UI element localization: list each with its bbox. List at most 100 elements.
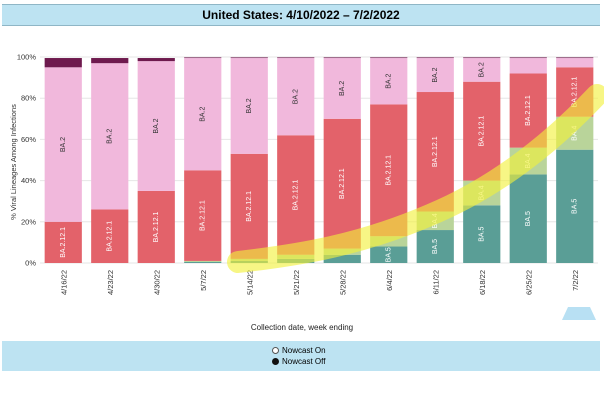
bar-data-label: BA.2.12.1 — [339, 168, 346, 199]
bar-segment — [184, 58, 222, 171]
bar-data-label: BA.2.12.1 — [432, 136, 439, 167]
bar-segment — [323, 58, 361, 119]
bar-segment — [416, 57, 454, 59]
bar-segment — [416, 92, 454, 212]
bar-segment — [137, 190, 175, 263]
bar-data-label: BA.5 — [525, 211, 532, 226]
bar-segment — [184, 261, 222, 263]
nowcast-on-radio[interactable] — [272, 347, 279, 354]
bar-segment — [370, 104, 408, 237]
bar-segment — [44, 67, 82, 222]
x-tick-label: 5/28/22 — [338, 270, 347, 295]
y-tick-label: 20% — [21, 217, 36, 226]
bar-segment — [370, 246, 408, 263]
x-tick-label: 6/11/22 — [431, 270, 440, 294]
x-tick-label: 6/4/22 — [385, 270, 394, 291]
bar-data-label: BA.2 — [153, 118, 160, 133]
bar-segment — [91, 58, 129, 64]
y-axis-label: % Viral Lineages Among Infections — [9, 104, 18, 220]
bar-data-label: BA.2 — [246, 98, 253, 113]
bar-data-label: BA.2.12.1 — [386, 155, 393, 186]
bar-segment — [323, 57, 361, 59]
bar-data-label: BA.2.12.1 — [107, 221, 114, 252]
bar-data-label: BA.2 — [386, 74, 393, 89]
bar-segment — [463, 58, 501, 82]
bar-segment — [184, 170, 222, 261]
bar-data-label: BA.2.12.1 — [60, 227, 67, 258]
x-tick-label: 4/30/22 — [152, 270, 161, 295]
bar-data-label: BA.5 — [386, 247, 393, 262]
bar-segment — [556, 57, 594, 59]
bar-data-label: BA.2.12.1 — [153, 211, 160, 242]
nowcast-toggle-panel: Nowcast On Nowcast Off — [2, 341, 600, 371]
nowcast-off-radio[interactable] — [272, 358, 279, 365]
bar-data-label: BA.4 — [572, 126, 579, 141]
bar-data-label: BA.2.12.1 — [525, 95, 532, 126]
y-tick-label: 40% — [21, 176, 36, 185]
bar-data-label: BA.2 — [293, 89, 300, 104]
bar-segment — [137, 61, 175, 191]
bar-data-label: BA.2 — [339, 81, 346, 96]
bar-segment — [184, 260, 222, 262]
x-tick-label: 7/2/22 — [571, 270, 580, 291]
bar-segment — [370, 57, 408, 59]
bar-data-label: BA.2 — [432, 67, 439, 82]
bar-segment — [416, 230, 454, 263]
nowcast-off-label: Nowcast Off — [282, 357, 326, 366]
bar-segment — [277, 135, 315, 255]
bar-segment — [416, 58, 454, 93]
bar-segment — [509, 174, 547, 263]
bar-data-label: BA.2.12.1 — [479, 116, 486, 147]
bar-segment — [137, 58, 175, 62]
bar-data-label: BA.2 — [107, 129, 114, 144]
bar-segment — [277, 58, 315, 136]
nowcast-off-option[interactable]: Nowcast Off — [272, 357, 325, 366]
bar-data-label: BA.2.12.1 — [200, 200, 207, 231]
bar-segment — [230, 153, 268, 259]
bar-segment — [277, 57, 315, 59]
bar-segment — [463, 57, 501, 59]
bar-segment — [323, 118, 361, 249]
bar-segment — [556, 149, 594, 263]
bar-segment — [91, 63, 129, 210]
bar-segment — [230, 58, 268, 154]
bar-data-label: BA.2.12.1 — [293, 180, 300, 211]
bar-segment — [556, 58, 594, 68]
bar-data-label: BA.5 — [479, 226, 486, 241]
bar-segment — [463, 81, 501, 181]
x-axis-label: Collection date, week ending — [250, 323, 354, 332]
y-tick-label: 100% — [17, 53, 37, 62]
nowcast-on-label: Nowcast On — [282, 346, 326, 355]
nowcast-on-option[interactable]: Nowcast On — [272, 346, 326, 355]
bar-segment — [91, 209, 129, 263]
chart-title: United States: 4/10/2022 – 7/2/2022 — [2, 4, 600, 26]
x-tick-label: 4/23/22 — [106, 270, 115, 295]
bar-segment — [463, 205, 501, 263]
bar-data-label: BA.5 — [572, 199, 579, 214]
bar-data-label: BA.2 — [200, 106, 207, 121]
y-tick-label: 60% — [21, 135, 36, 144]
x-tick-label: 6/18/22 — [478, 270, 487, 295]
x-tick-label: 6/25/22 — [524, 270, 533, 295]
y-axis: 0% 20% 40% 60% 80% 100% — [17, 53, 37, 268]
x-tick-label: 4/16/22 — [59, 270, 68, 295]
bar-segment — [509, 58, 547, 74]
expand-tab[interactable] — [562, 307, 596, 320]
y-tick-label: 80% — [21, 94, 36, 103]
bar-segment — [370, 58, 408, 105]
x-tick-label: 5/21/22 — [292, 270, 301, 295]
bar-data-label: BA.2.12.1 — [572, 77, 579, 108]
highlighter-annotation — [227, 84, 604, 273]
bar-segment — [323, 254, 361, 263]
bar-segment — [184, 57, 222, 59]
bar-data-label: BA.2 — [479, 62, 486, 77]
y-tick-label: 0% — [25, 259, 36, 268]
bar-data-label: BA.2 — [60, 137, 67, 152]
x-axis: 4/16/22 4/23/22 4/30/22 5/7/22 5/14/22 5/21/2… — [59, 270, 580, 295]
x-tick-label: 5/7/22 — [199, 270, 208, 291]
bar-segment — [509, 57, 547, 59]
gridlines — [40, 56, 598, 264]
bar-data-label: BA.2.12.1 — [246, 191, 253, 222]
bar-segment — [44, 58, 82, 68]
